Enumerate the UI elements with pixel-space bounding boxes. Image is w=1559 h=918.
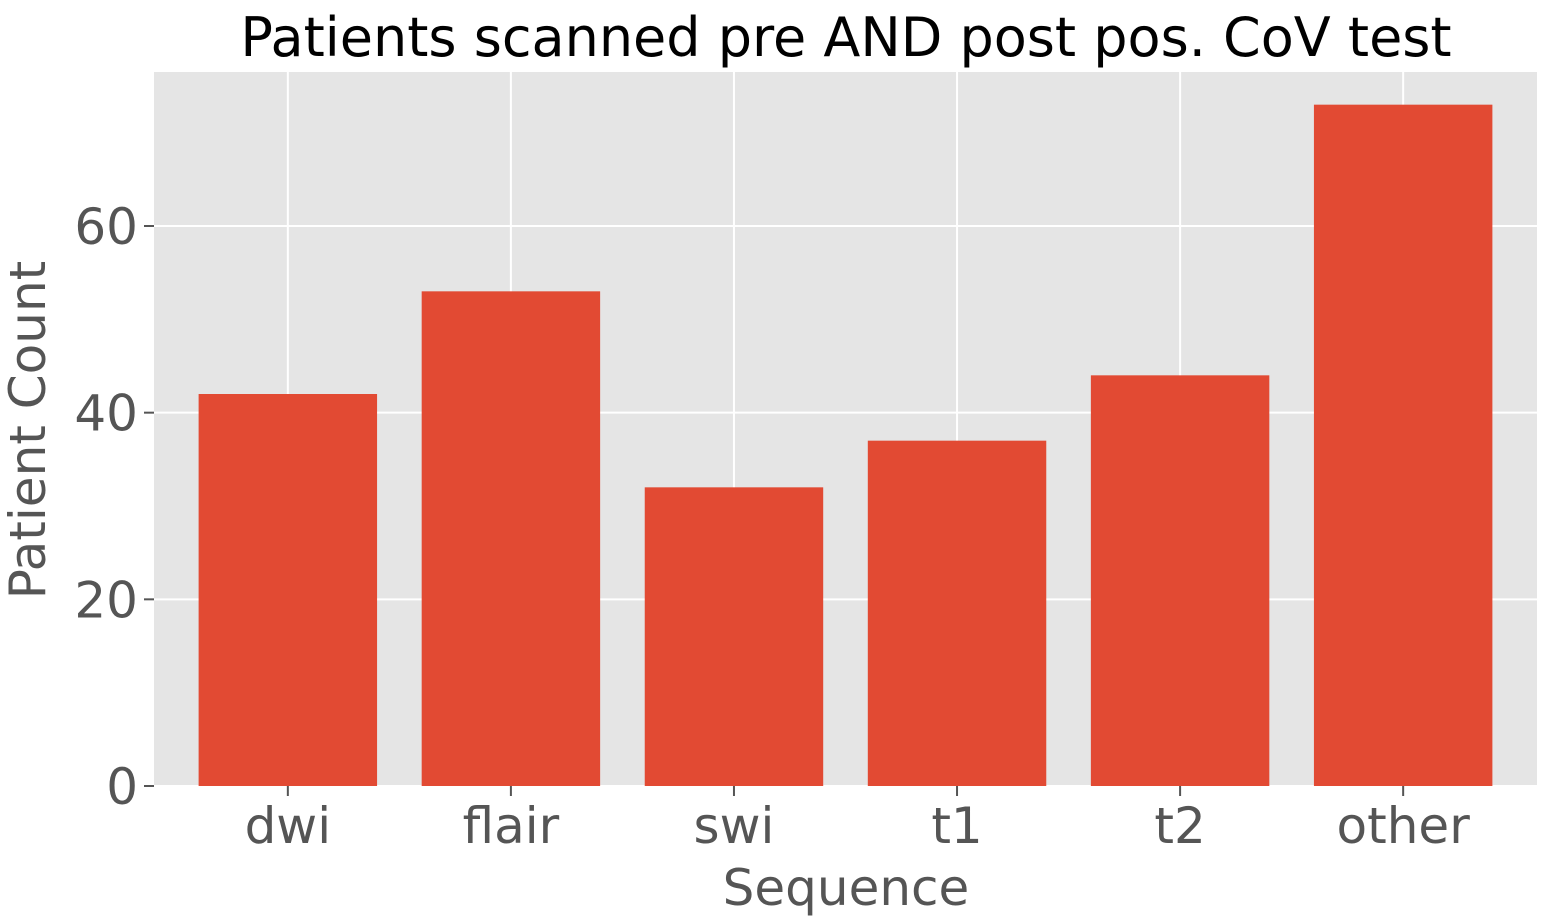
y-tick-label: 60: [74, 198, 138, 256]
bar-dwi: [198, 394, 378, 786]
bars: [198, 104, 1493, 786]
x-tick-label-t2: t2: [1154, 797, 1205, 855]
plot-background: [154, 72, 1537, 786]
x-axis-ticks: dwi flair swi t1 t2 other: [245, 786, 1471, 855]
y-tick-label: 40: [74, 385, 138, 443]
y-tick-label: 20: [74, 571, 138, 629]
y-axis-label: Patient Count: [0, 261, 57, 599]
chart-title: Patients scanned pre AND post pos. CoV t…: [240, 6, 1451, 69]
bar-t1: [867, 440, 1047, 786]
x-tick-label-dwi: dwi: [245, 797, 332, 855]
bar-other: [1313, 104, 1493, 786]
bar-swi: [644, 487, 824, 786]
y-axis-ticks: 0 20 40 60: [74, 198, 154, 816]
bar-t2: [1090, 375, 1270, 786]
x-axis-label: Sequence: [723, 859, 970, 917]
x-tick-label-flair: flair: [463, 797, 560, 855]
x-tick-label-other: other: [1337, 797, 1471, 855]
x-tick-label-t1: t1: [931, 797, 982, 855]
y-tick-label: 0: [106, 758, 138, 816]
x-tick-label-swi: swi: [694, 797, 775, 855]
bar-flair: [421, 291, 601, 786]
